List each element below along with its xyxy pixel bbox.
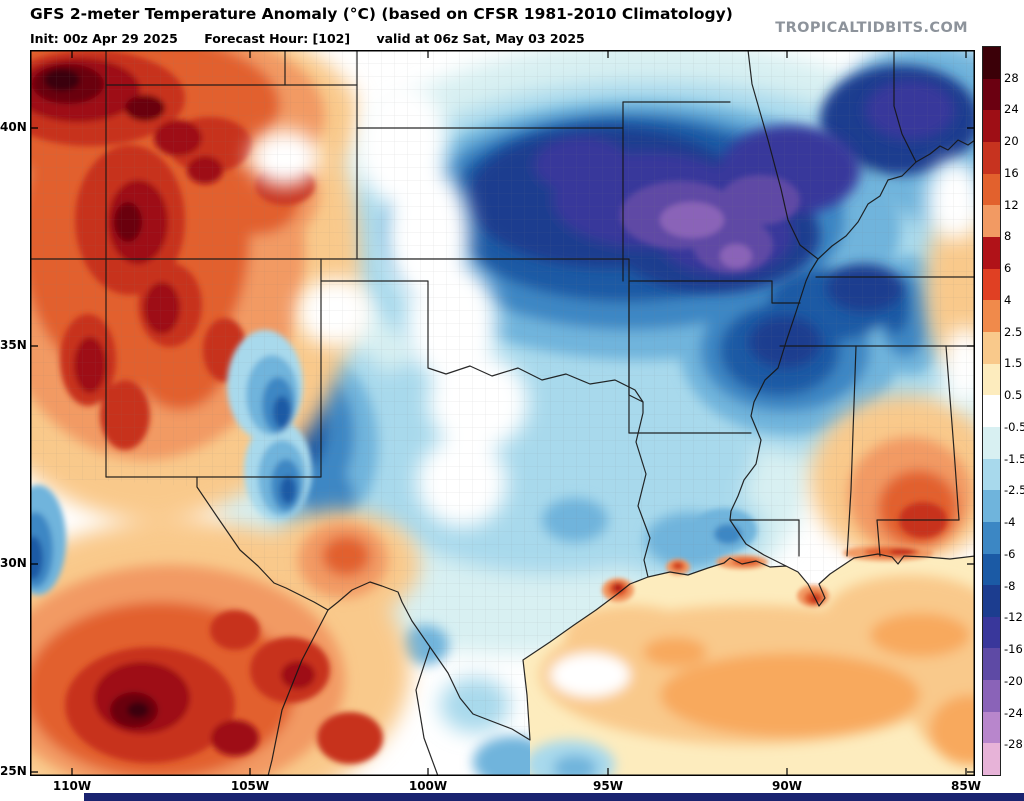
lon-label: 85W [951, 779, 981, 793]
colorbar-tick-label: 0.5 [1004, 388, 1023, 403]
colorbar-segment [983, 458, 1000, 491]
colorbar-tick-label: -20 [1004, 673, 1023, 688]
lon-label: 100W [408, 779, 448, 793]
lon-label: 95W [593, 779, 623, 793]
colorbar-tick-label: 28 [1004, 70, 1019, 85]
colorbar-segment [983, 78, 1000, 111]
colorbar-tick-label: -6 [1004, 546, 1016, 561]
colorbar-tick-label: -4 [1004, 515, 1016, 530]
forecast-hour: Forecast Hour: [102] [204, 31, 351, 46]
colorbar-tick-label: 16 [1004, 165, 1019, 180]
colorbar-tick-label: 20 [1004, 134, 1019, 149]
bottom-bar [84, 793, 1024, 801]
colorbar-tick-labels: 28 24 20 16 12 8 6 4 2.5 1.5 0.5 -0.5 -1.5 -2.5 -4 -6 -8… [1004, 46, 1024, 776]
colorbar-tick-label: 12 [1004, 197, 1019, 212]
colorbar-segment [983, 490, 1000, 522]
colorbar-segment [983, 331, 1000, 364]
colorbar-tick-label: 2.5 [1004, 324, 1023, 339]
map-area [30, 50, 975, 776]
colorbar-tick-label: -16 [1004, 642, 1023, 657]
lat-label: 25N [0, 764, 27, 778]
map-frame [30, 50, 975, 776]
colorbar-segment [983, 236, 1000, 269]
page-title: GFS 2-meter Temperature Anomaly (°C) (ba… [30, 5, 733, 23]
run-info-line: Init: 00z Apr 29 2025 Forecast Hour: [10… [30, 31, 607, 46]
colorbar-tick-label: 4 [1004, 292, 1012, 307]
colorbar-tick-label: -8 [1004, 578, 1016, 593]
site-watermark: TROPICALTIDBITS.COM [775, 20, 968, 36]
colorbar-segment [983, 616, 1000, 649]
colorbar-segment [983, 268, 1000, 301]
colorbar [982, 46, 1001, 776]
colorbar-tick-label: -12 [1004, 610, 1023, 625]
colorbar-segment [983, 300, 1000, 332]
lon-label: 110W [52, 779, 92, 793]
state-borders [30, 50, 975, 776]
colorbar-segment [983, 363, 1000, 396]
colorbar-segment [983, 553, 1000, 586]
colorbar-tick-label: 6 [1004, 261, 1012, 276]
colorbar-segment [983, 141, 1000, 174]
colorbar-segment [983, 743, 1000, 776]
colorbar-segment [983, 648, 1000, 681]
colorbar-segment [983, 711, 1000, 744]
weather-map [30, 50, 975, 776]
lon-label: 90W [772, 779, 802, 793]
colorbar-segment [983, 395, 1000, 427]
colorbar-tick-label: 8 [1004, 229, 1012, 244]
colorbar-tick-label: -1.5 [1004, 451, 1024, 466]
lat-label: 40N [0, 120, 27, 134]
colorbar-tick-label: -24 [1004, 705, 1023, 720]
colorbar-segment [983, 680, 1000, 712]
init-time: Init: 00z Apr 29 2025 [30, 31, 178, 46]
lat-label: 35N [0, 338, 27, 352]
colorbar-segment [983, 585, 1000, 617]
colorbar-segment [983, 110, 1000, 142]
colorbar-segment [983, 47, 1000, 79]
colorbar-tick-label: 1.5 [1004, 356, 1023, 371]
colorbar-tick-label: -2.5 [1004, 483, 1024, 498]
colorbar-tick-label: -0.5 [1004, 419, 1024, 434]
colorbar-segment [983, 521, 1000, 554]
lat-label: 30N [0, 556, 27, 570]
lon-label: 105W [230, 779, 270, 793]
colorbar-segment [983, 426, 1000, 459]
valid-time: valid at 06z Sat, May 03 2025 [376, 31, 585, 46]
colorbar-tick-label: -28 [1004, 737, 1023, 752]
colorbar-segment [983, 205, 1000, 237]
gulf-of-mexico [523, 554, 975, 776]
colorbar-segment [983, 173, 1000, 206]
colorbar-tick-label: 24 [1004, 102, 1019, 117]
axis-ticks [30, 50, 975, 776]
